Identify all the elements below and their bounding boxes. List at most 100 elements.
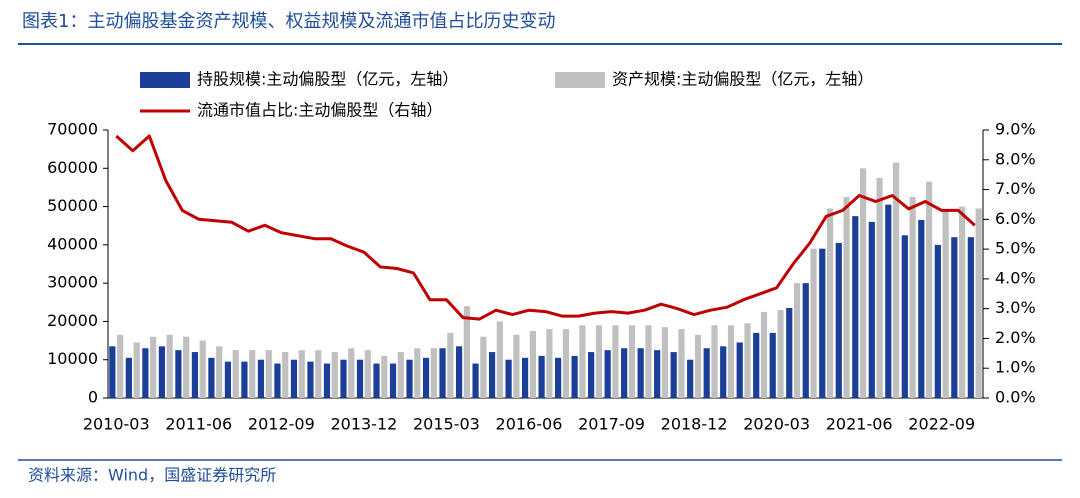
bar <box>802 283 809 398</box>
bar <box>901 235 908 398</box>
bar <box>727 325 735 398</box>
bar <box>199 340 206 398</box>
bar <box>661 327 669 398</box>
bar <box>769 332 776 398</box>
bar <box>951 237 958 398</box>
bar <box>232 350 239 398</box>
bar <box>826 208 834 398</box>
bar <box>621 348 628 398</box>
chart-title: 图表1：主动偏股基金资产规模、权益规模及流通市值占比历史变动 <box>22 11 555 32</box>
y2-tick-label: 6.0% <box>995 209 1036 228</box>
bar <box>753 332 760 398</box>
bar <box>579 325 586 398</box>
bar <box>340 359 347 398</box>
bar <box>711 325 718 398</box>
bar <box>356 359 364 398</box>
bar <box>859 168 867 398</box>
bar <box>150 336 157 398</box>
bar <box>216 346 223 398</box>
y2-tick-label: 1.0% <box>995 358 1036 377</box>
bar <box>736 342 743 398</box>
source: 资料来源：Wind，国盛证券研究所 <box>28 466 276 485</box>
legend-label: 持股规模:主动偏股型（亿元，左轴） <box>197 70 458 89</box>
bar <box>117 334 124 398</box>
bar <box>109 346 116 398</box>
bar <box>406 359 413 398</box>
bar <box>348 348 355 398</box>
bar <box>463 306 470 398</box>
y-tick-label: 20000 <box>47 311 98 330</box>
bar <box>282 352 289 398</box>
bar <box>455 346 463 398</box>
bar <box>703 348 710 398</box>
x-tick-label: 2011-06 <box>165 415 232 434</box>
bar <box>604 350 611 398</box>
x-tick-label: 2010-03 <box>83 415 150 434</box>
bar <box>810 248 817 398</box>
x-tick-label: 2015-03 <box>413 415 480 434</box>
bar <box>612 325 619 398</box>
bar <box>529 331 536 398</box>
bar <box>505 359 512 398</box>
bar <box>274 363 281 398</box>
bar <box>208 357 215 398</box>
bar <box>307 361 314 398</box>
bar <box>133 342 140 398</box>
bar <box>265 350 272 398</box>
bar <box>868 221 875 398</box>
bar <box>125 357 132 398</box>
y2-tick-label: 5.0% <box>995 239 1036 258</box>
bar <box>885 204 892 398</box>
bar <box>241 361 248 398</box>
bar <box>934 244 941 398</box>
bar <box>439 348 446 398</box>
bar <box>892 162 900 398</box>
bar <box>942 210 949 398</box>
bar <box>670 352 677 398</box>
bar <box>637 348 644 398</box>
bar <box>447 332 454 398</box>
bar <box>744 323 751 398</box>
y-tick-label: 40000 <box>47 234 98 253</box>
x-tick-label: 2016-06 <box>496 415 563 434</box>
bar <box>496 321 503 398</box>
y2-tick-label: 9.0% <box>995 120 1036 139</box>
legend-label: 资产规模:主动偏股型（亿元，左轴） <box>612 70 873 89</box>
y2-tick-label: 8.0% <box>995 149 1036 168</box>
bar <box>397 352 404 398</box>
bar <box>414 348 421 398</box>
bar <box>323 363 331 398</box>
bar <box>166 334 173 398</box>
line <box>115 134 976 321</box>
bar <box>290 359 298 398</box>
bar <box>331 352 338 398</box>
bar <box>975 208 982 398</box>
bar <box>480 336 487 398</box>
bar <box>521 357 529 398</box>
y-tick-label: 70000 <box>47 120 98 139</box>
y-tick-label: 60000 <box>47 158 98 177</box>
bar <box>571 355 578 398</box>
bar <box>183 336 190 398</box>
bar <box>257 359 265 398</box>
bar <box>488 352 496 398</box>
bar <box>249 350 256 398</box>
x-tick-label: 2022-09 <box>908 415 975 434</box>
bar <box>720 346 727 398</box>
bar <box>694 334 702 398</box>
bar <box>793 283 801 398</box>
bar <box>513 334 520 398</box>
bar <box>381 355 388 398</box>
x-tick-label: 2020-03 <box>743 415 810 434</box>
bar <box>298 350 305 398</box>
bar <box>909 197 916 398</box>
y2-tick-label: 4.0% <box>995 268 1036 287</box>
bar <box>389 363 397 398</box>
bar <box>819 248 826 398</box>
bar <box>967 237 974 398</box>
y-tick-label: 50000 <box>47 196 98 215</box>
bar <box>687 359 694 398</box>
y-tick-label: 10000 <box>47 349 98 368</box>
bar <box>364 350 371 398</box>
